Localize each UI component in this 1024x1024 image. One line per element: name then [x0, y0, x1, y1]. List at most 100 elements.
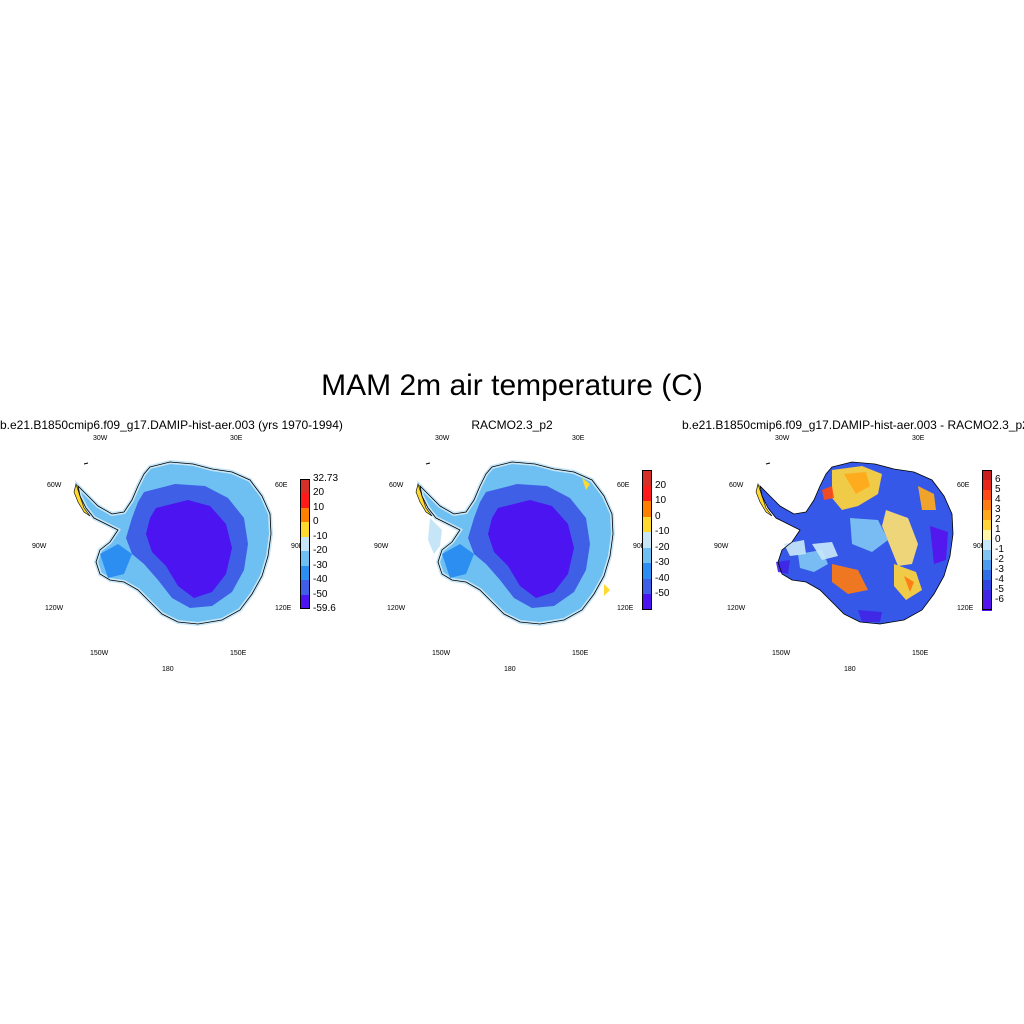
lon-label-120e: 120E: [617, 605, 634, 612]
lon-label-120w: 120W: [727, 605, 746, 612]
colorbar-label: 0: [313, 516, 319, 528]
colorbar-label: 4: [995, 494, 1001, 505]
colorbar-label: 0: [995, 534, 1001, 545]
lon-label-60w: 60W: [47, 482, 62, 489]
colorbar-label: 10: [655, 495, 667, 507]
colorbar-swatch: [642, 470, 652, 487]
lon-label-180: 180: [162, 666, 174, 673]
colorbar-label: 6: [995, 474, 1001, 485]
lon-label-30e: 30E: [572, 435, 585, 442]
lon-label-150w: 150W: [90, 650, 109, 657]
colorbar-label: -1: [995, 544, 1004, 555]
colorbar-frame: [300, 479, 310, 609]
lon-label-150e: 150E: [572, 650, 589, 657]
colorbar-label: -5: [995, 584, 1004, 595]
lon-label-30e: 30E: [230, 435, 243, 442]
colorbar-swatch: [642, 563, 652, 580]
coastal-warm-zone: [582, 478, 590, 490]
antarctica-map: [415, 459, 616, 627]
colorbar-label: 20: [655, 479, 667, 491]
colorbar-swatch: [982, 540, 992, 551]
colorbar-swatch: [300, 594, 310, 610]
diff-anomaly-patch: [918, 486, 936, 510]
colorbar-label: -4: [995, 574, 1004, 585]
coastline: [419, 461, 614, 625]
colorbar-swatch: [982, 490, 992, 501]
diff-anomaly-patch: [850, 518, 888, 552]
colorbar: 32.73 20 10 0 -10 -20 -30 -40 -50 -59.6: [300, 474, 340, 614]
colorbar-label: -6: [995, 594, 1004, 605]
coastline: [759, 461, 954, 625]
colorbar-label: -10: [655, 526, 670, 538]
figure-title: MAM 2m air temperature (C): [321, 369, 703, 402]
antarctica-map: [755, 461, 954, 625]
map-panel-difference: b.e21.B1850cmip6.f09_g17.DAMIP-hist-aer.…: [682, 414, 1024, 684]
lon-label-120w: 120W: [387, 605, 406, 612]
colorbar-label: -20: [313, 545, 328, 557]
colorbar-swatch: [300, 479, 310, 494]
colorbar-swatch: [982, 520, 992, 531]
colorbar-swatch: [642, 485, 652, 502]
colorbar-swatch: [300, 580, 310, 596]
lon-label-90e: 90E: [973, 543, 986, 550]
colorbar-frame: [642, 470, 652, 610]
lon-label-30w: 30W: [435, 435, 450, 442]
lon-label-120w: 120W: [45, 605, 64, 612]
lon-label-90e: 90E: [633, 543, 646, 550]
lon-label-30w: 30W: [93, 435, 108, 442]
panel-title: b.e21.B1850cmip6.f09_g17.DAMIP-hist-aer.…: [682, 418, 1024, 432]
diff-anomaly-patch: [882, 510, 918, 566]
island-mark: [425, 462, 431, 465]
colorbar-label: 3: [995, 504, 1001, 515]
colorbar-swatch: [982, 550, 992, 561]
colorbar-swatch: [300, 565, 310, 581]
lon-label-150e: 150E: [912, 650, 929, 657]
diff-anomaly-patch: [858, 610, 882, 622]
island-mark: [83, 462, 89, 465]
lon-label-60w: 60W: [729, 482, 744, 489]
map-field: [73, 459, 274, 627]
map-field: [755, 461, 954, 625]
colorbar-swatch: [300, 522, 310, 538]
lon-label-60e: 60E: [275, 482, 288, 489]
diff-anomaly-patch: [822, 486, 834, 500]
diff-anomaly-patch: [832, 564, 868, 594]
colorbar-swatch: [982, 500, 992, 511]
colorbar-label: 10: [313, 501, 325, 513]
lon-label-90w: 90W: [714, 543, 729, 550]
colorbar-label: -2: [995, 554, 1004, 565]
colorbar-label: 0: [655, 510, 661, 522]
colorbar-swatch: [642, 547, 652, 564]
coastline: [77, 461, 272, 625]
colorbar-swatch: [982, 480, 992, 491]
map-field: [415, 459, 616, 627]
colorbar-swatch: [300, 507, 310, 523]
diff-anomaly-patch: [904, 576, 914, 592]
colorbar-swatch: [982, 580, 992, 591]
colorbar-label: -40: [313, 574, 328, 586]
colorbar-swatch: [982, 470, 992, 481]
colorbar-swatch: [300, 551, 310, 567]
colorbar-swatch: [982, 560, 992, 571]
lon-label-90e: 90E: [291, 543, 304, 550]
lon-label-30w: 30W: [775, 435, 790, 442]
lon-label-120e: 120E: [957, 605, 974, 612]
colorbar-frame: [982, 470, 992, 610]
diff-anomaly-patch: [776, 560, 790, 574]
colorbar-swatch: [642, 594, 652, 611]
colorbar-swatch: [982, 530, 992, 541]
lon-label-150w: 150W: [432, 650, 451, 657]
map-panel-model: b.e21.B1850cmip6.f09_g17.DAMIP-hist-aer.…: [0, 414, 343, 684]
coastal-warm-zone: [428, 518, 442, 554]
ice-shelf-zone: [442, 544, 474, 578]
map-panel-racmo: RACMO2.3_p2 30W 30E 60W 60E 90W 90E 120W…: [342, 414, 682, 684]
colorbar-label: 5: [995, 484, 1001, 495]
colorbar-swatch: [982, 570, 992, 581]
colorbar-label: 1: [995, 524, 1001, 535]
colorbar: 20 10 0 -10 -20 -30 -40 -50: [642, 470, 682, 611]
island-mark: [765, 462, 771, 465]
lon-label-30e: 30E: [912, 435, 925, 442]
lon-label-150w: 150W: [772, 650, 791, 657]
colorbar-label: -59.6: [313, 603, 336, 614]
plateau-zone: [488, 500, 574, 598]
